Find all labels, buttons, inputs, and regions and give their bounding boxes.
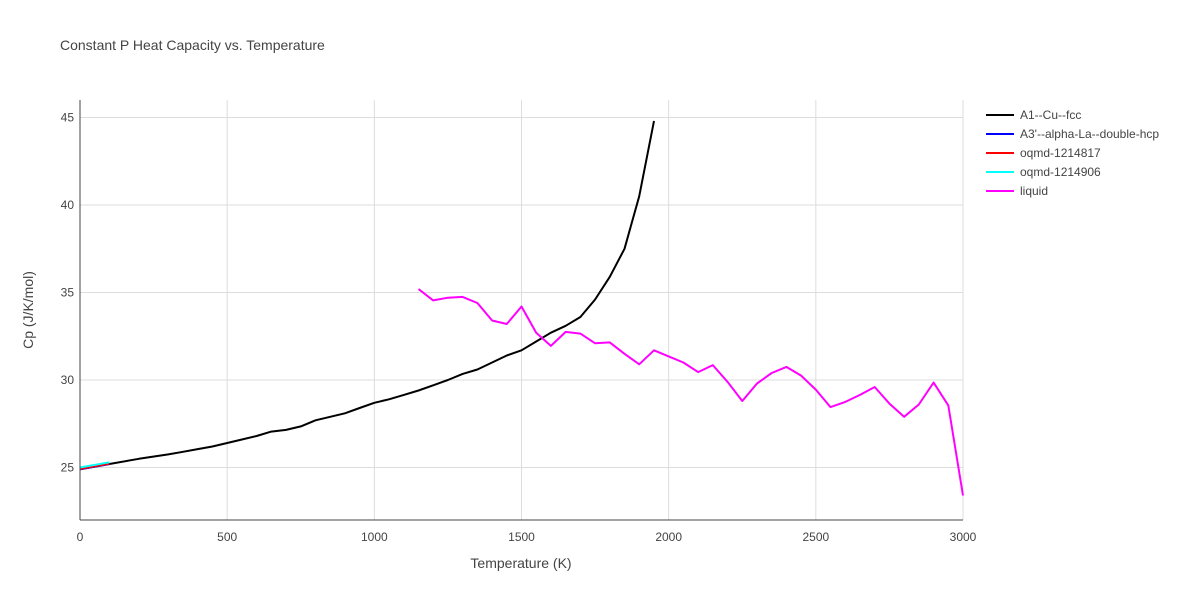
x-tick-label: 2000 (655, 530, 682, 544)
legend-label: oqmd-1214906 (1020, 165, 1101, 179)
x-tick-labels: 0 500 1000 1500 2000 2500 3000 (77, 530, 977, 544)
legend-label: A3'--alpha-La--double-hcp (1020, 127, 1159, 141)
series-line-4 (417, 288, 964, 496)
legend[interactable]: A1--Cu--fcc A3'--alpha-La--double-hcp oqmd… (986, 108, 1159, 198)
series-line-0 (79, 120, 655, 471)
x-tick-label: 2500 (802, 530, 829, 544)
legend-label: oqmd-1214817 (1020, 146, 1101, 160)
series-line-2 (79, 462, 110, 470)
y-tick-label: 30 (61, 373, 75, 387)
chart-title: Constant P Heat Capacity vs. Temperature (60, 37, 325, 53)
x-tick-label: 500 (217, 530, 237, 544)
legend-item[interactable]: liquid (986, 184, 1048, 198)
x-tick-label: 1500 (508, 530, 535, 544)
x-axis-title: Temperature (K) (470, 555, 571, 571)
x-tick-label: 1000 (361, 530, 388, 544)
grid (80, 100, 964, 520)
legend-label: liquid (1020, 184, 1048, 198)
legend-item[interactable]: oqmd-1214906 (986, 165, 1101, 179)
y-tick-label: 35 (61, 286, 75, 300)
x-tick-label: 0 (77, 530, 84, 544)
y-tick-labels: 25 30 35 40 45 (61, 111, 75, 475)
y-tick-label: 40 (61, 198, 75, 212)
y-tick-label: 45 (61, 111, 75, 125)
series-lines (79, 120, 964, 496)
legend-item[interactable]: A1--Cu--fcc (986, 108, 1081, 122)
y-axis-title: Cp (J/K/mol) (20, 271, 36, 349)
legend-item[interactable]: A3'--alpha-La--double-hcp (986, 127, 1159, 141)
y-tick-label: 25 (61, 461, 75, 475)
legend-label: A1--Cu--fcc (1020, 108, 1081, 122)
series-line-3 (79, 461, 110, 469)
x-tick-label: 3000 (950, 530, 977, 544)
legend-item[interactable]: oqmd-1214817 (986, 146, 1101, 160)
